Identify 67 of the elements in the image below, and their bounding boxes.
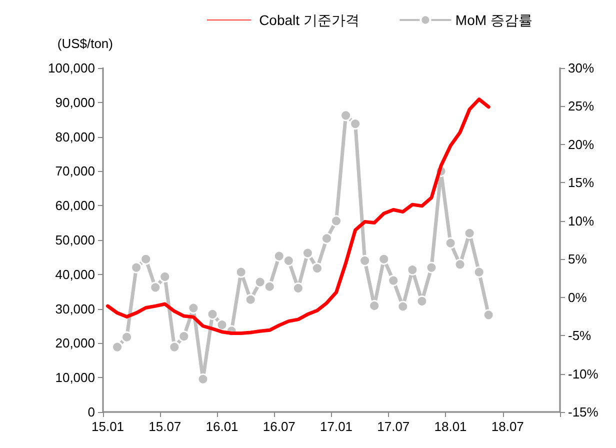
point [273, 250, 285, 262]
point [388, 274, 400, 286]
y-tick-label: 70,000 [55, 164, 95, 179]
point [444, 237, 456, 249]
y-tick-label: 100,000 [48, 60, 95, 76]
y2-tick-label: 15% [568, 175, 594, 190]
point [264, 280, 276, 292]
x-tick-label: 16.01 [206, 419, 238, 434]
point [140, 253, 152, 265]
y2-tick-label: 0% [568, 290, 588, 305]
point [378, 253, 390, 265]
point [426, 262, 438, 274]
y-tick-label: 80,000 [55, 129, 95, 144]
point [311, 262, 323, 274]
line-series [106, 98, 490, 335]
point [254, 276, 266, 288]
point [368, 300, 380, 312]
point [178, 330, 190, 342]
legend-label: Cobalt 기준가격 [259, 12, 360, 28]
point [235, 266, 247, 278]
point [112, 341, 124, 353]
point [340, 110, 352, 122]
y-tick-label: 10,000 [55, 370, 95, 386]
y-tick-label: 90,000 [55, 94, 95, 110]
x-tick-label: 18.07 [491, 419, 524, 434]
x-tick-label: 15.07 [148, 419, 182, 434]
y2-tick-label: 25% [568, 98, 594, 114]
y2-tick-label: 20% [568, 136, 594, 152]
y-tick-label: 60,000 [55, 198, 95, 214]
point [197, 373, 209, 385]
point [206, 308, 218, 320]
point [216, 319, 228, 331]
y-tick-label: 0 [88, 404, 95, 420]
point [188, 302, 200, 314]
point [473, 266, 485, 278]
x-tick-label: 15.01 [91, 419, 124, 434]
point [282, 254, 294, 266]
y-tick-label: 30,000 [55, 301, 95, 316]
point [130, 262, 142, 274]
point [292, 282, 304, 294]
y2-tick-label: 30% [568, 60, 594, 76]
point [416, 295, 428, 307]
point [482, 309, 494, 321]
point [159, 270, 171, 282]
legend-label: MoM 증감률 [455, 12, 532, 28]
y-tick-label: 20,000 [55, 336, 95, 351]
point [150, 282, 162, 294]
point [359, 254, 371, 266]
point [454, 258, 466, 270]
x-tick-label: 17.07 [377, 419, 410, 434]
point [244, 294, 256, 306]
y2-tick-label: -15% [568, 404, 599, 420]
x-tick-label: 16.07 [262, 419, 296, 434]
x-tick-label: 18.01 [434, 419, 467, 434]
y-tick-label: 40,000 [55, 266, 95, 282]
y-tick-label: 50,000 [55, 232, 95, 248]
point [406, 264, 418, 276]
y2-tick-label: 10% [568, 213, 594, 228]
x-tick-label: 17.01 [320, 419, 353, 434]
point [168, 341, 180, 353]
point [464, 227, 476, 239]
y-axis-title: (US$/ton) [57, 36, 113, 51]
y2-tick-label: -10% [568, 366, 599, 382]
point [397, 300, 409, 312]
y2-tick-label: -5% [568, 328, 592, 344]
point [321, 232, 332, 244]
y2-tick-label: 5% [568, 252, 588, 267]
